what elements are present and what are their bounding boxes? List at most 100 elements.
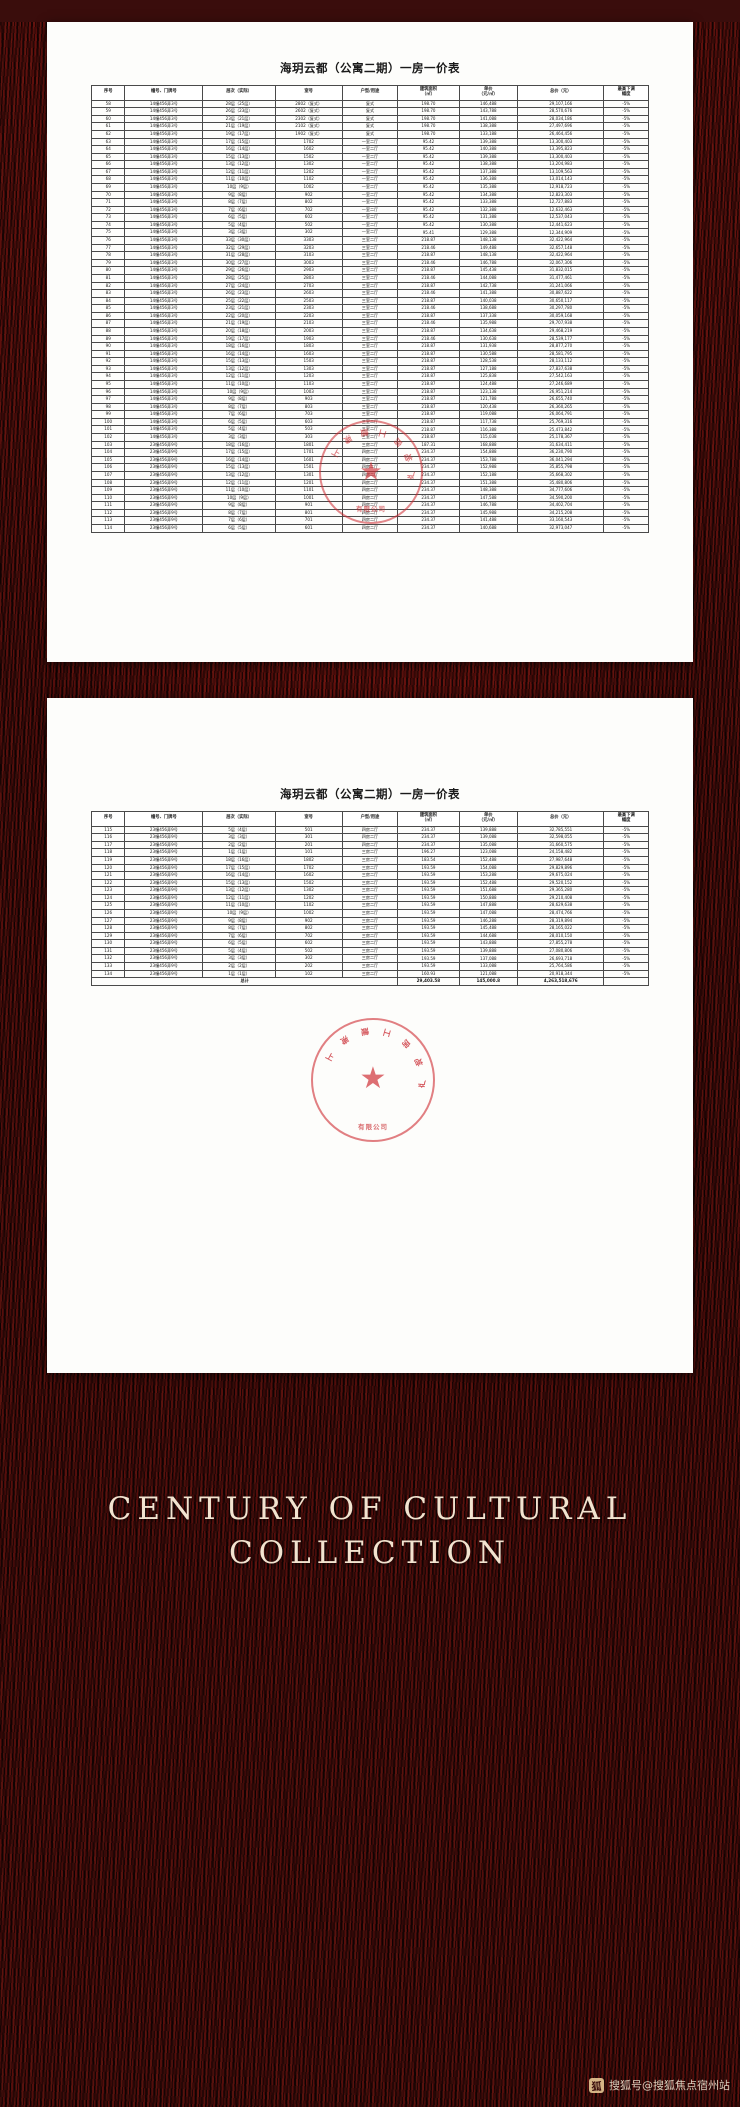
table-cell: 23幢456弄9号 bbox=[124, 455, 204, 465]
table-cell: 16层（14层） bbox=[202, 455, 276, 465]
table-cell: 8层（7层） bbox=[202, 402, 276, 412]
table-cell: 81 bbox=[90, 273, 126, 283]
table-row: 60 14幢456弄3号 23层（21层） 2302（复式） 复式 198.70 141,0… bbox=[90, 114, 649, 124]
table-cell: 124,488 bbox=[458, 380, 519, 389]
table-cell: 四房二厅 bbox=[341, 493, 399, 503]
table-cell: 13,300,403 bbox=[517, 137, 605, 147]
table-cell: 107 bbox=[90, 470, 126, 480]
table-cell: -5% bbox=[603, 909, 649, 918]
table-cell: 2层（2层） bbox=[202, 962, 276, 971]
table-cell: 302 bbox=[274, 228, 343, 238]
table-cell: 14幢456弄3号 bbox=[124, 205, 204, 215]
table-cell: 23幢456弄9号 bbox=[124, 463, 204, 472]
table-cell: 34,402,704 bbox=[517, 501, 605, 510]
table-cell: 一室二厅 bbox=[341, 190, 399, 200]
table-cell: 5层（4层） bbox=[202, 825, 276, 835]
table-cell: 32,067,306 bbox=[517, 258, 605, 268]
table-cell: 502 bbox=[274, 946, 343, 956]
table-cell: 110 bbox=[90, 493, 126, 503]
table-cell: 148,138 bbox=[458, 236, 519, 245]
table-cell: 3003 bbox=[274, 258, 343, 268]
table-cell: 14幢456弄3号 bbox=[124, 304, 204, 313]
table-cell: 23幢456弄9号 bbox=[124, 825, 204, 835]
table-cell: 13,300,403 bbox=[517, 152, 605, 162]
table-cell: 四房二厅 bbox=[341, 486, 399, 495]
col-header-type-2: 户型/用途 bbox=[341, 811, 399, 827]
table-cell: 29,707,938 bbox=[517, 319, 605, 328]
table-cell: 1601 bbox=[274, 455, 343, 465]
table-cell: 146,788 bbox=[458, 258, 519, 268]
table-cell: 三房二厅 bbox=[341, 962, 399, 971]
table-cell: 9层（8层） bbox=[202, 501, 276, 510]
table-cell: 148,388 bbox=[458, 486, 519, 495]
table-cell: 14幢456弄3号 bbox=[124, 319, 204, 328]
table-row: 106 23幢456弄9号 15层（13层） 1501 四房二厅 234.37 152,98… bbox=[90, 463, 649, 472]
table-cell: 151,688 bbox=[458, 886, 519, 895]
table-cell: 137,088 bbox=[458, 954, 519, 964]
table-cell: 11层（10层） bbox=[202, 175, 276, 184]
table-cell: 23幢456弄9号 bbox=[124, 524, 204, 533]
table-cell: 234.37 bbox=[397, 493, 460, 503]
table-row: 105 23幢456弄9号 16层（14层） 1601 四房二厅 234.37 153,78… bbox=[90, 455, 649, 465]
table-cell: 218.46 bbox=[397, 289, 460, 298]
table-cell: -5% bbox=[603, 251, 649, 260]
table-cell: 136,388 bbox=[458, 175, 519, 184]
table-cell: 5层（4层） bbox=[202, 220, 276, 230]
table-row: 63 14幢456弄3号 17层（15层） 1702 一室二厅 95.42 139,388 1… bbox=[90, 137, 649, 147]
table-row: 69 14幢456弄3号 10层（9层） 1002 一室二厅 95.42 135,388 12… bbox=[90, 183, 649, 192]
table-cell: 193.59 bbox=[397, 924, 460, 933]
table-cell: 13,204,983 bbox=[517, 160, 605, 169]
table-cell: -5% bbox=[603, 455, 649, 465]
table-cell: 32,973,047 bbox=[517, 524, 605, 533]
table-header-row-2: 序号 幢号、门牌号 层次（实际） 室号 户型/用途 建筑面积 （㎡） 单价 （元… bbox=[90, 811, 649, 827]
brand-footer: CENTURY OF CULTURAL COLLECTION bbox=[0, 1373, 740, 1615]
table-cell: 12,632,463 bbox=[517, 205, 605, 215]
table-cell: 100 bbox=[90, 417, 126, 427]
table-cell: 复式 bbox=[341, 99, 399, 109]
table-cell: 29,675,024 bbox=[517, 871, 605, 880]
table-row: 93 14幢456弄3号 13层（12层） 1303 三室二厅 218.87 127,188… bbox=[90, 364, 649, 374]
table-cell: -5% bbox=[603, 833, 649, 842]
table-cell: 23幢456弄9号 bbox=[124, 833, 204, 842]
table-cell: 14幢456弄3号 bbox=[124, 433, 204, 442]
table-cell: 218.87 bbox=[397, 266, 460, 275]
col-header-floor: 层次（实际） bbox=[202, 85, 276, 101]
table-cell: 三室二厅 bbox=[341, 236, 399, 245]
table-cell: -5% bbox=[603, 319, 649, 328]
table-cell: 193.59 bbox=[397, 863, 460, 873]
table-cell: 15层（13层） bbox=[202, 357, 276, 366]
table-cell: 1102 bbox=[274, 175, 343, 184]
table-cell: 2802（复式） bbox=[274, 99, 343, 109]
table-cell: -5% bbox=[603, 524, 649, 533]
table-cell: 三室二厅 bbox=[341, 342, 399, 351]
table-row: 109 23幢456弄9号 11层（10层） 1101 四房二厅 234.37 148,38… bbox=[90, 486, 649, 495]
table-cell: 三室二厅 bbox=[341, 387, 399, 397]
table-cell: -5% bbox=[603, 167, 649, 177]
table-cell: 75 bbox=[90, 228, 126, 238]
table-row: 84 14幢456弄3号 25层（22层） 2503 三室二厅 218.87 140,038… bbox=[90, 296, 649, 306]
table-cell: 29层（26层） bbox=[202, 266, 276, 275]
col-header-unit-price-line2: （元/㎡） bbox=[478, 91, 498, 97]
table-cell: 28,629,638 bbox=[517, 901, 605, 910]
table-cell: 三室二厅 bbox=[341, 251, 399, 260]
table-cell: 133 bbox=[90, 962, 126, 971]
table-cell: -5% bbox=[603, 122, 649, 131]
table-cell: 14幢456弄3号 bbox=[124, 167, 204, 177]
table-cell: 23幢456弄9号 bbox=[124, 916, 204, 926]
table-cell: 12,537,043 bbox=[517, 213, 605, 222]
table-cell: 131,388 bbox=[458, 213, 519, 222]
table-cell: 149,488 bbox=[458, 243, 519, 253]
table-cell: 三室二厅 bbox=[341, 372, 399, 381]
table-cell: 2302（复式） bbox=[274, 114, 343, 124]
table-cell: -5% bbox=[603, 448, 649, 457]
seal-star-icon-2: ★ bbox=[359, 1062, 387, 1095]
table-cell: 139,888 bbox=[458, 825, 519, 835]
table-cell: 123,138 bbox=[458, 387, 519, 397]
table-cell: 15层（13层） bbox=[202, 463, 276, 472]
table-cell: 2903 bbox=[274, 266, 343, 275]
table-cell: 7层（6层） bbox=[202, 516, 276, 525]
table-cell: 123,088 bbox=[458, 848, 519, 857]
total-label: 总计 bbox=[90, 977, 399, 986]
table-row: 119 23幢456弄9号 18层（16层） 1802 三房二厅 183.54 152,48… bbox=[90, 855, 649, 865]
table-cell: 一室二厅 bbox=[341, 183, 399, 192]
